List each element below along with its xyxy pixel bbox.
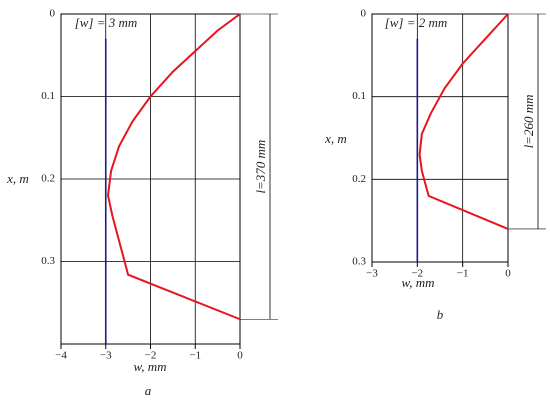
- caption: a: [145, 383, 152, 398]
- line-series: [418, 13, 509, 230]
- y-tick-label: 0: [50, 8, 56, 20]
- y-tick-label: 0: [361, 8, 367, 20]
- y-tick-label: 0.2: [41, 173, 55, 185]
- caption: b: [437, 307, 444, 322]
- y-tick-label: 0.1: [41, 90, 55, 102]
- plot-frame: [60, 13, 241, 345]
- x-axis-label: w, mm: [402, 275, 435, 290]
- annotation: [w] = 2 mm: [385, 15, 448, 30]
- x-tick-label: −2: [145, 350, 157, 362]
- y-axis-label: x, m: [6, 171, 29, 186]
- line-series: [106, 13, 241, 321]
- y-tick-label: 0.1: [352, 90, 366, 102]
- dimension-label: l=260 mm: [521, 95, 536, 149]
- x-tick-label: 0: [505, 268, 511, 280]
- y-tick-label: 0.3: [352, 256, 366, 268]
- annotation: [w] = 3 mm: [75, 15, 138, 30]
- x-tick-label: −4: [55, 350, 67, 362]
- x-tick-label: −2: [411, 268, 423, 280]
- dimension-label: l=370 mm: [253, 140, 268, 194]
- y-axis-label: x, m: [324, 131, 347, 146]
- x-tick-label: −3: [366, 268, 378, 280]
- plot-frame: [371, 13, 509, 263]
- x-tick-label: −1: [457, 268, 469, 280]
- x-tick-label: 0: [237, 350, 243, 362]
- x-axis-label: w, mm: [134, 359, 167, 374]
- y-tick-label: 0.2: [352, 173, 366, 185]
- x-tick-label: −3: [100, 350, 112, 362]
- x-tick-label: −1: [189, 350, 201, 362]
- y-tick-label: 0.3: [41, 255, 55, 267]
